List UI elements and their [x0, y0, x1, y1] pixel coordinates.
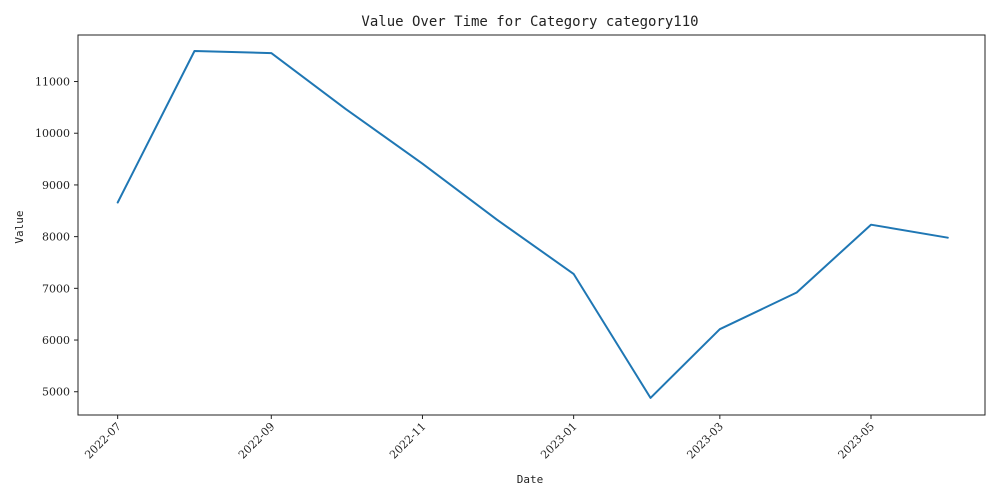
plot-area-frame — [77, 34, 986, 416]
chart-title: Value Over Time for Category category110 — [361, 14, 698, 30]
x-tick-label: 2023-01 — [538, 420, 580, 462]
y-tick-label: 11000 — [35, 76, 70, 89]
x-tick-label: 2022-11 — [387, 420, 429, 462]
y-tick-label: 6000 — [42, 334, 70, 347]
x-axis: 2022-07 2022-09 2022-11 2023-01 2023-03 2023-… — [82, 415, 877, 461]
x-tick-label: 2022-07 — [82, 420, 124, 462]
y-tick-label: 10000 — [35, 127, 70, 140]
x-tick-label: 2022-09 — [236, 420, 278, 462]
y-axis-label: Value — [13, 210, 26, 243]
y-tick-label: 7000 — [42, 282, 70, 295]
x-tick-label: 2023-05 — [836, 420, 878, 462]
y-axis: 5000 6000 7000 8000 9000 10000 11000 — [35, 76, 78, 399]
series-group — [116, 50, 949, 399]
y-tick-label: 9000 — [42, 179, 70, 192]
x-tick-label: 2023-03 — [684, 420, 726, 462]
x-axis-label: Date — [517, 473, 544, 486]
y-tick-label: 5000 — [42, 386, 70, 399]
series-line — [116, 50, 949, 399]
y-tick-label: 8000 — [42, 231, 70, 244]
